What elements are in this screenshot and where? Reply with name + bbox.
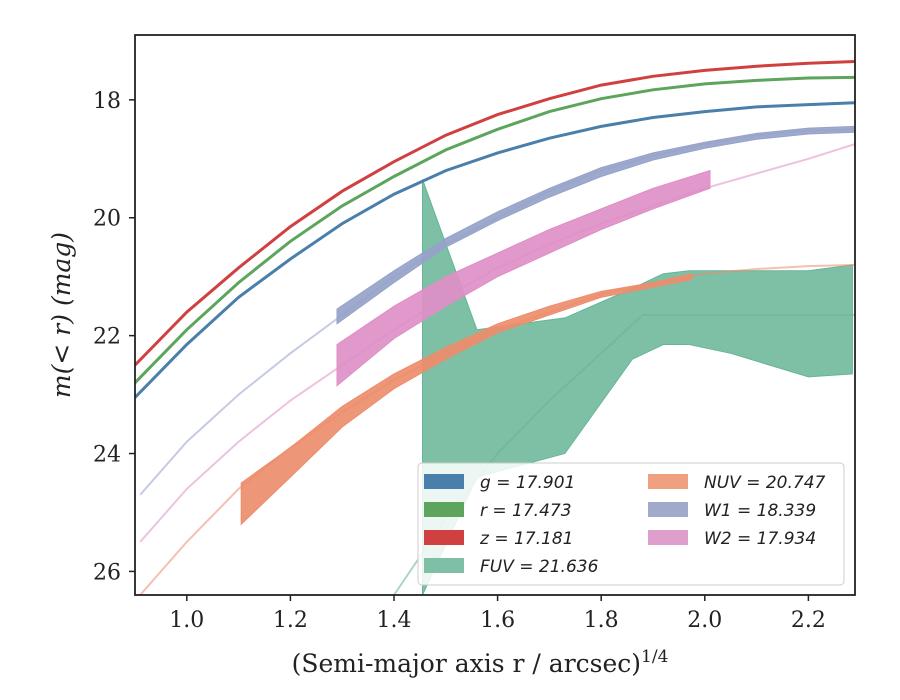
legend-swatch-g — [424, 474, 464, 489]
x-axis-label-superscript: 1/4 — [641, 647, 668, 667]
x-tick-label: 1.8 — [584, 608, 619, 633]
x-tick-label: 2.2 — [791, 608, 826, 633]
fit-curves — [138, 128, 855, 595]
uncertainty-bands — [240, 125, 855, 595]
legend-swatch-FUV — [424, 558, 464, 573]
legend-label-W2: W2 = 17.934 — [704, 529, 816, 549]
x-tick-label: 2.0 — [687, 608, 722, 633]
measured-curves — [135, 60, 855, 399]
legend-box — [417, 462, 845, 586]
legend-label-NUV: NUV = 20.747 — [704, 473, 826, 493]
y-tick-label: 18 — [93, 89, 121, 114]
x-tick-label: 1.0 — [169, 608, 204, 633]
plot-frame — [134, 34, 856, 596]
y-axis-ticks: 18 20 22 24 26 — [93, 89, 135, 585]
fit-line-NUV — [138, 263, 855, 595]
legend-label-z: z = 17.181 — [479, 529, 573, 549]
band-W1 — [336, 125, 855, 325]
x-tick-label: 1.4 — [376, 608, 411, 633]
fit-line-W1 — [139, 128, 855, 496]
fit-line-r — [135, 75, 855, 384]
y-axis-label: m(< r) (mag) — [47, 232, 76, 398]
band-NUV — [240, 273, 693, 526]
x-axis-ticks: 1.0 1.2 1.4 1.6 1.8 2.0 2.2 — [169, 595, 826, 633]
legend-swatch-z — [424, 530, 464, 545]
fit-line-z — [135, 60, 855, 367]
y-tick-label: 24 — [93, 443, 121, 468]
legend-label-r: r = 17.473 — [480, 501, 572, 521]
x-tick-label: 1.6 — [480, 608, 515, 633]
legend-label-FUV: FUV = 21.636 — [480, 557, 599, 577]
legend-swatch-W1 — [648, 502, 688, 517]
legend: g = 17.901 r = 17.473 z = 17.181 FUV = 21.6… — [417, 462, 845, 586]
legend-label-g: g = 17.901 — [480, 473, 575, 493]
fit-line-W2 — [139, 143, 855, 543]
legend-swatch-r — [424, 502, 464, 517]
band-W2 — [336, 169, 711, 387]
x-axis-label: (Semi-major axis r / arcsec)1/4 — [292, 647, 669, 678]
y-tick-label: 26 — [93, 560, 121, 585]
y-tick-label: 22 — [93, 325, 121, 350]
x-tick-label: 1.2 — [273, 608, 308, 633]
legend-swatch-NUV — [648, 474, 688, 489]
legend-label-W1: W1 = 18.339 — [704, 501, 816, 521]
fit-line-g — [135, 101, 855, 399]
x-axis-label-text: (Semi-major axis r / arcsec) — [292, 649, 641, 678]
legend-swatch-W2 — [648, 530, 688, 545]
y-tick-label: 20 — [93, 207, 121, 232]
